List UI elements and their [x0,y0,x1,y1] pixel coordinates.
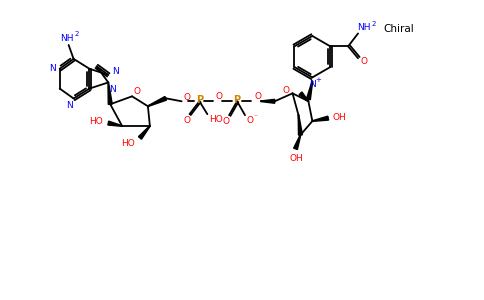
Text: N: N [109,85,116,94]
Text: O: O [183,93,190,102]
Text: P: P [196,95,203,105]
Text: ⁻: ⁻ [254,112,258,122]
Polygon shape [312,116,329,122]
Polygon shape [299,92,309,101]
Polygon shape [261,99,275,103]
Text: O: O [282,86,289,95]
Text: 2: 2 [372,21,376,27]
Text: +: + [316,77,321,83]
Polygon shape [306,81,313,100]
Text: P: P [233,95,241,105]
Text: OH: OH [289,154,303,163]
Polygon shape [148,97,166,106]
Text: O: O [255,92,261,101]
Text: N: N [66,101,73,110]
Polygon shape [294,135,301,149]
Text: HO: HO [90,117,103,126]
Text: N: N [49,64,56,73]
Text: O: O [361,57,367,66]
Polygon shape [108,121,122,126]
Text: O: O [223,117,230,126]
Text: NH: NH [60,34,74,43]
Text: 2: 2 [75,31,79,37]
Text: NH: NH [357,23,371,32]
Text: OH: OH [332,112,346,122]
Text: HO: HO [121,140,135,148]
Polygon shape [138,126,150,139]
Text: O: O [183,116,190,124]
Text: O: O [216,92,223,101]
Text: HO: HO [210,115,223,124]
Polygon shape [108,82,112,104]
Text: O: O [246,116,254,124]
Text: Chiral: Chiral [383,24,414,34]
Text: N: N [309,80,316,89]
Text: N: N [112,68,119,76]
Polygon shape [298,115,302,135]
Text: O: O [134,87,140,96]
